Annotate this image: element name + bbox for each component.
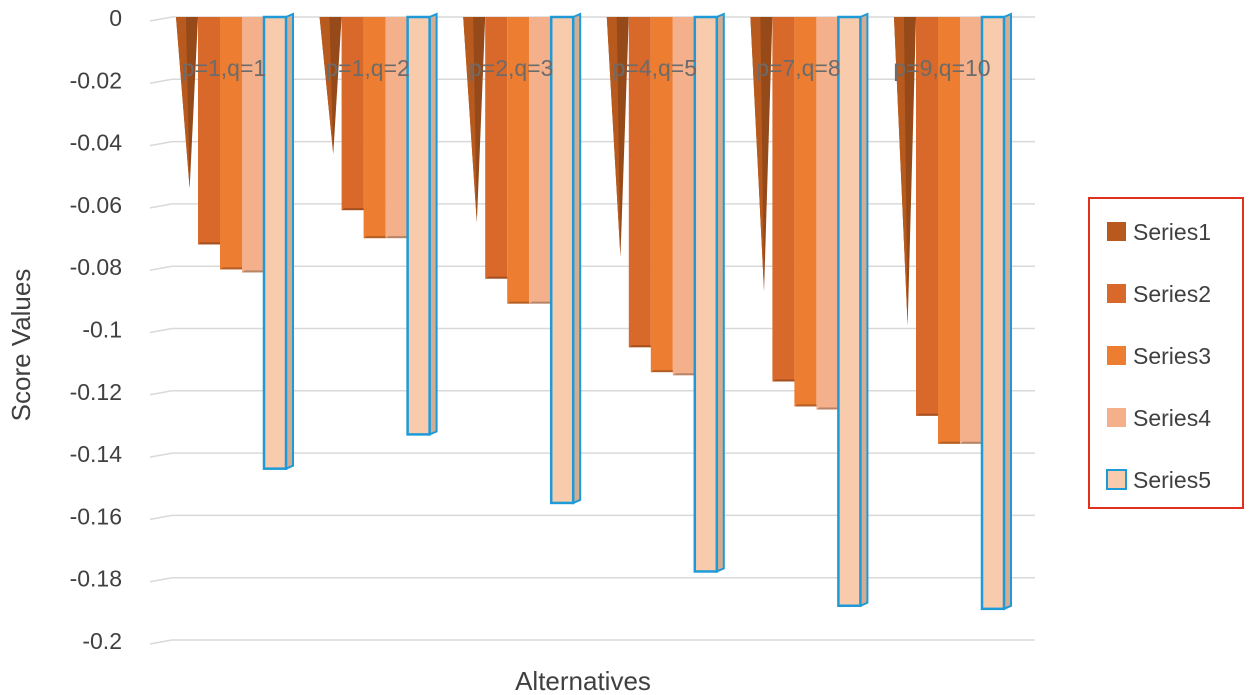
y-tick-label: -0.08 <box>70 254 122 280</box>
legend-label: Series4 <box>1133 405 1211 431</box>
bar-series4-bottom <box>816 407 842 410</box>
y-tick-label: 0 <box>109 5 122 31</box>
bar-series3-bottom <box>794 404 820 407</box>
x-tick-label: p=9,q=10 <box>893 55 990 81</box>
bar-series4 <box>960 17 982 444</box>
gridline <box>149 327 1035 334</box>
bar-series4-bottom <box>960 441 985 444</box>
y-axis-title: Score Values <box>6 269 36 422</box>
bar-series1-face <box>606 17 621 257</box>
bar-series2-bottom <box>772 379 798 382</box>
legend-swatch <box>1107 222 1126 241</box>
x-axis-title: Alternatives <box>515 666 651 695</box>
bar-series1-face <box>176 17 190 189</box>
gridline <box>149 390 1035 396</box>
y-tick-label: -0.12 <box>70 379 122 405</box>
y-tick-label: -0.14 <box>70 441 123 467</box>
y-tick-label: -0.04 <box>70 130 123 156</box>
bar-series4-bottom <box>385 236 411 239</box>
bar-series5 <box>262 15 288 470</box>
bar-series2 <box>485 17 508 279</box>
y-tick-label: -0.2 <box>82 628 122 654</box>
bar-series3 <box>650 17 673 373</box>
grid <box>149 16 1035 645</box>
legend-label: Series5 <box>1133 467 1211 493</box>
legend-swatch <box>1106 469 1127 490</box>
bar-series4-bottom <box>529 301 555 304</box>
bar-series5 <box>549 15 575 505</box>
bar-series3-bottom <box>507 301 533 304</box>
gridline <box>149 576 1035 583</box>
bar-series5 <box>980 15 1006 611</box>
bar-series1-face <box>750 17 765 292</box>
legend: Series1 Series2 Series3 Series4 Series5 <box>1088 197 1244 509</box>
bar-series2-bottom <box>198 242 223 245</box>
bar-series2 <box>198 17 220 245</box>
bar-series5 <box>837 15 862 607</box>
x-tick-label: p=1,q=2 <box>325 55 409 81</box>
y-tick-label: -0.18 <box>70 566 122 592</box>
bar-series4-bottom <box>242 270 267 273</box>
bar-series1-face <box>463 17 477 223</box>
bar-series1-face <box>319 17 334 155</box>
y-tick-label: -0.02 <box>70 67 122 93</box>
gridline <box>149 265 1035 271</box>
bar-series3-bottom <box>220 267 245 270</box>
legend-swatch <box>1107 346 1126 365</box>
gridline <box>149 203 1035 209</box>
bar-series4-bottom <box>672 373 698 376</box>
legend-swatch <box>1107 408 1126 427</box>
bar-series3 <box>938 17 960 444</box>
bar-series5 <box>693 15 719 573</box>
bar-series3-bottom <box>363 236 389 239</box>
bar-series2-bottom <box>341 208 367 211</box>
legend-label: Series3 <box>1133 343 1211 369</box>
category-labels: p=1,q=1 p=1,q=2 p=2,q=3 p=4,q=5 p=7,q=8 p=9,q… <box>182 55 991 81</box>
bar-series3 <box>794 17 817 407</box>
y-tick-label: -0.16 <box>70 503 122 529</box>
bar-series2 <box>628 17 651 348</box>
gridline <box>149 16 1035 22</box>
bar-series1-face <box>894 17 908 326</box>
bar-series3 <box>507 17 530 304</box>
x-tick-label: p=7,q=8 <box>756 55 840 81</box>
x-tick-label: p=2,q=3 <box>469 55 553 81</box>
y-axis-ticks: 0 -0.02 -0.04 -0.06 -0.08 -0.1 -0.12 -0.14 -0.16… <box>70 5 123 654</box>
x-tick-label: p=1,q=1 <box>182 55 266 81</box>
x-tick-label: p=4,q=5 <box>613 55 697 81</box>
bar-series4 <box>672 17 695 376</box>
legend-label: Series2 <box>1133 281 1211 307</box>
bar-series2-bottom <box>916 413 941 416</box>
gridline <box>149 514 1035 521</box>
bar-series3 <box>363 17 386 239</box>
bar-series3 <box>220 17 242 270</box>
bar-series2 <box>341 17 364 211</box>
legend-swatch <box>1107 284 1126 303</box>
bar-series4 <box>242 17 264 273</box>
gridline <box>149 78 1035 85</box>
legend-label: Series1 <box>1133 219 1211 245</box>
bar-series4 <box>529 17 552 304</box>
gridline <box>149 140 1035 147</box>
bar-series3-bottom <box>938 441 963 444</box>
gridline <box>149 639 1035 645</box>
bar-series4 <box>385 17 408 239</box>
bar-series4 <box>816 17 839 410</box>
bars <box>176 12 1012 611</box>
bar-series3-bottom <box>650 370 676 373</box>
bar-series2-bottom <box>485 276 511 279</box>
bar-series2 <box>916 17 938 416</box>
y-tick-label: -0.06 <box>70 192 122 218</box>
bar-series2-bottom <box>628 345 654 348</box>
bar-series2 <box>772 17 795 382</box>
y-tick-label: -0.1 <box>82 317 122 343</box>
gridline <box>149 452 1035 458</box>
bar-series5 <box>406 15 431 436</box>
